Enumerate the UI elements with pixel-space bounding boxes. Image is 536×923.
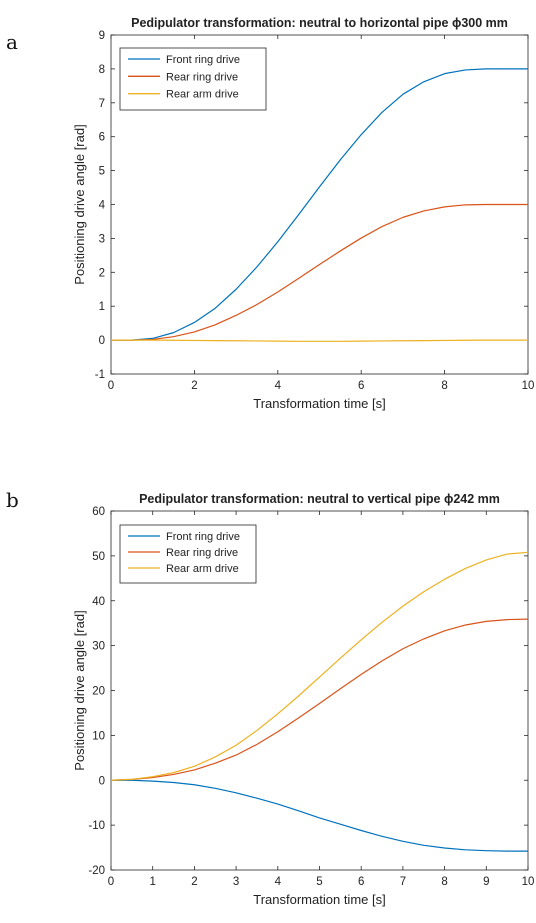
x-tick-label: 3 (233, 876, 239, 888)
legend-label: Rear arm drive (166, 563, 239, 575)
x-tick-label: 4 (275, 380, 282, 392)
legend: Front ring drive Rear ring drive Rear arm … (119, 524, 257, 584)
x-axis-label: Transformation time [s] (253, 892, 385, 907)
y-tick-label: 9 (99, 30, 105, 42)
series-line-rear-ring-drive (110, 618, 529, 781)
y-tick-label: 3 (99, 233, 105, 245)
chart-vertical-pipe: Pedipulator transformation: neutral to v… (72, 492, 535, 907)
y-axis-label: Positioning drive angle [rad] (72, 124, 87, 284)
x-tick-label: 0 (108, 380, 114, 392)
legend-label: Rear ring drive (166, 71, 238, 83)
y-tick-label: 0 (99, 335, 105, 347)
x-tick-label: 10 (522, 876, 535, 888)
x-tick-label: 8 (441, 876, 447, 888)
y-tick-label: 8 (99, 64, 105, 76)
series-line-rear-arm-drive (111, 339, 528, 342)
x-axis-label: Transformation time [s] (253, 396, 385, 411)
y-tick-label: -20 (88, 865, 105, 877)
x-tick-label: 9 (483, 876, 489, 888)
x-tick-label: 7 (400, 876, 406, 888)
legend-label: Front ring drive (166, 531, 240, 543)
legend-box (119, 524, 257, 584)
y-axis-label: Positioning drive angle [rad] (72, 610, 87, 770)
y-tick-label: 7 (99, 98, 105, 110)
y-tick-label: 1 (99, 301, 105, 313)
series-line-front-ring-drive (111, 779, 528, 852)
legend: Front ring drive Rear ring drive Rear arm … (119, 47, 267, 111)
y-tick-label: 50 (92, 551, 105, 563)
x-tick-label: 1 (149, 876, 155, 888)
x-tick-label: 4 (275, 876, 282, 888)
y-tick-label: 30 (92, 641, 105, 653)
y-tick-label: 0 (99, 775, 105, 787)
chart-title: Pedipulator transformation: neutral to h… (131, 16, 508, 30)
legend-label: Front ring drive (166, 54, 240, 66)
y-tick-label: 2 (99, 267, 105, 279)
series-line-rear-arm-drive (110, 551, 529, 781)
legend-label: Rear arm drive (166, 89, 239, 101)
y-tick-label: 20 (92, 686, 105, 698)
x-tick-label: 0 (108, 876, 114, 888)
y-tick-label: 6 (99, 132, 105, 144)
y-tick-label: -10 (88, 820, 105, 832)
x-tick-label: 6 (358, 380, 364, 392)
panel-label-a: a (6, 30, 18, 54)
legend-label: Rear ring drive (166, 547, 238, 559)
y-tick-label: 40 (92, 596, 105, 608)
panel-label-b: b (6, 488, 19, 512)
x-tick-label: 10 (522, 380, 535, 392)
x-tick-label: 2 (191, 876, 197, 888)
y-tick-label: -1 (95, 369, 105, 381)
x-tick-label: 5 (316, 876, 322, 888)
legend-box (119, 47, 267, 111)
y-tick-label: 10 (92, 730, 105, 742)
series-line-rear-ring-drive (111, 203, 528, 341)
chart-title: Pedipulator transformation: neutral to v… (139, 492, 500, 506)
series-line-front-ring-drive (111, 68, 528, 341)
y-tick-label: 5 (99, 166, 105, 178)
x-tick-label: 6 (358, 876, 364, 888)
chart-horizontal-pipe: Pedipulator transformation: neutral to h… (72, 16, 535, 411)
y-tick-label: 4 (99, 200, 106, 212)
y-tick-label: 60 (92, 506, 105, 518)
x-tick-label: 8 (441, 380, 447, 392)
x-tick-label: 2 (191, 380, 197, 392)
